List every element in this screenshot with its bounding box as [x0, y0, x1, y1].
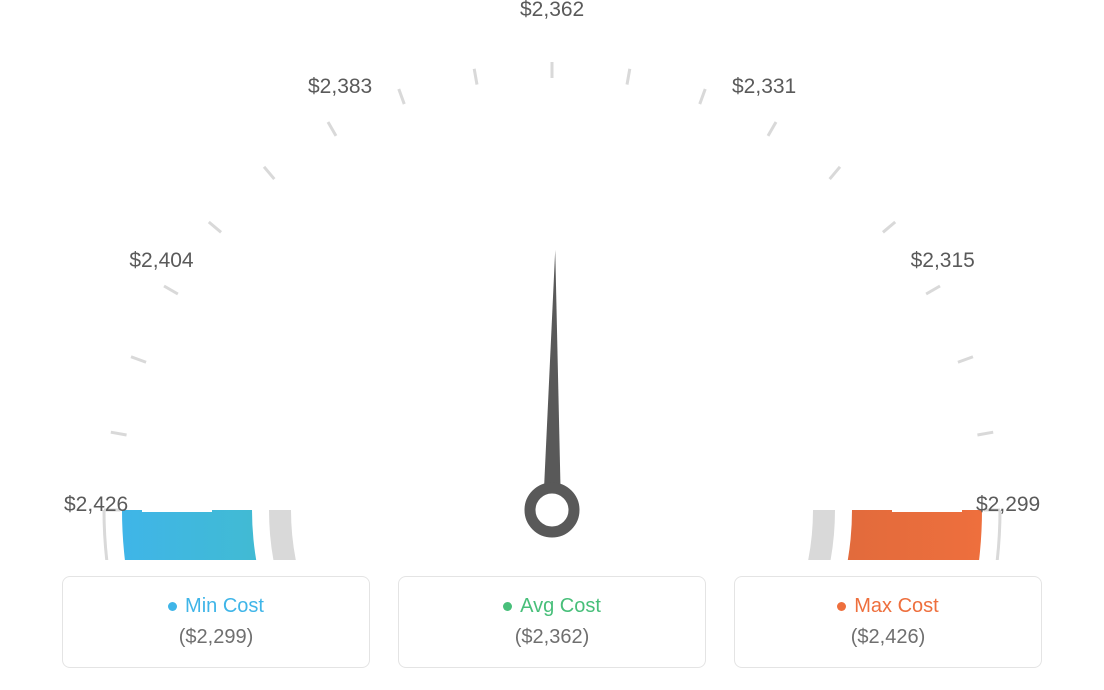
- gauge-outer-tick: [627, 69, 630, 85]
- legend-title: Min Cost: [185, 595, 264, 618]
- gauge-outer-tick: [768, 122, 776, 136]
- legend-title: Max Cost: [854, 595, 938, 618]
- gauge-outer-tick: [830, 167, 840, 179]
- gauge-tick-label: $2,383: [308, 75, 372, 99]
- gauge-band-tick: [168, 442, 217, 451]
- gauge-tick-label: $2,331: [732, 75, 796, 99]
- gauge-band-tick: [301, 211, 333, 249]
- gauge-area: $2,299 $2,315 $2,331 $2,362 $2,383 $2,404 $2,4…: [0, 0, 1104, 560]
- legend-value: ($2,362): [515, 626, 590, 649]
- gauge-tick-label: $2,362: [520, 0, 584, 22]
- legend-row: Min Cost ($2,299) Avg Cost ($2,362) Max …: [0, 576, 1104, 668]
- gauge-band-tick: [484, 126, 493, 175]
- legend-top: Avg Cost: [503, 595, 601, 618]
- legend-value: ($2,426): [851, 626, 926, 649]
- gauge-tick-label: $2,299: [976, 493, 1040, 517]
- gauge-outer-tick: [264, 167, 274, 179]
- gauge-band-tick: [871, 377, 918, 394]
- gauge-band-tick: [253, 259, 291, 291]
- gauge-band-tick: [812, 259, 850, 291]
- legend-dot-icon: [503, 602, 512, 611]
- gauge-outer-tick: [958, 357, 973, 362]
- gauge-tick-label: $2,404: [129, 249, 193, 273]
- gauge-band-tick: [887, 442, 936, 451]
- gauge-tick-label: $2,315: [911, 249, 975, 273]
- legend-card-avg: Avg Cost ($2,362): [398, 576, 706, 668]
- gauge-outer-tick: [399, 89, 404, 104]
- legend-dot-icon: [837, 602, 846, 611]
- gauge-outer-tick: [883, 222, 895, 232]
- gauge-outer-tick: [328, 122, 336, 136]
- legend-value: ($2,299): [179, 626, 254, 649]
- cost-gauge-widget: $2,299 $2,315 $2,331 $2,362 $2,383 $2,404 $2,4…: [0, 0, 1104, 690]
- gauge-outer-tick: [209, 222, 221, 232]
- gauge-band-tick: [668, 144, 685, 191]
- legend-title: Avg Cost: [520, 595, 601, 618]
- gauge-band-tick: [197, 305, 258, 340]
- gauge-band-tick: [186, 377, 233, 394]
- gauge-outer-tick: [131, 357, 146, 362]
- gauge-band-tick: [611, 126, 620, 175]
- gauge-outer-tick: [977, 432, 993, 435]
- legend-dot-icon: [168, 602, 177, 611]
- legend-top: Min Cost: [168, 595, 264, 618]
- gauge-band-tick: [419, 144, 436, 191]
- gauge-outer-tick: [111, 432, 127, 435]
- gauge-band-tick: [722, 155, 757, 216]
- gauge-band-tick: [347, 155, 382, 216]
- legend-top: Max Cost: [837, 595, 938, 618]
- gauge-outer-tick: [700, 89, 705, 104]
- gauge-band-tick: [846, 305, 907, 340]
- gauge-outer-tick: [926, 286, 940, 294]
- legend-card-max: Max Cost ($2,426): [734, 576, 1042, 668]
- gauge-svg: [0, 0, 1104, 560]
- gauge-tick-label: $2,426: [64, 493, 128, 517]
- gauge-outer-tick: [474, 69, 477, 85]
- gauge-needle-hub: [530, 488, 574, 532]
- gauge-needle: [543, 250, 561, 510]
- gauge-band-tick: [771, 211, 803, 249]
- gauge-outer-tick: [164, 286, 178, 294]
- legend-card-min: Min Cost ($2,299): [62, 576, 370, 668]
